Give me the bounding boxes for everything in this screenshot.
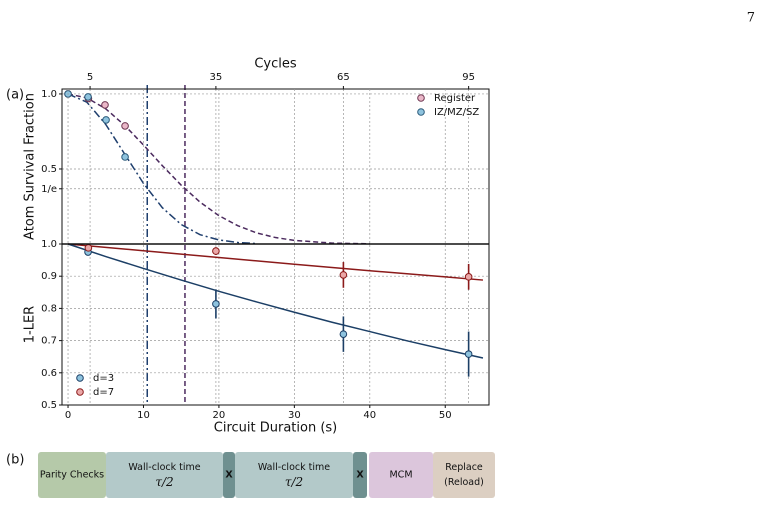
fit-line [67, 243, 484, 281]
x-axis-label: Circuit Duration (s) [214, 421, 338, 436]
timeline-block [353, 452, 367, 498]
timeline-label: Replace [445, 462, 483, 473]
data-point [102, 116, 110, 124]
timeline-label: Wall-clock time [128, 462, 200, 473]
legend-marker [417, 94, 425, 102]
timeline-block [433, 452, 495, 498]
y-axis-label: 1-LER [23, 306, 38, 343]
x-tick-label: 50 [439, 410, 452, 421]
data-point [212, 247, 220, 255]
y-tick-label: 0.5 [41, 164, 57, 175]
y-tick-label: 0.5 [41, 400, 57, 411]
timeline-block [369, 452, 433, 498]
data-point [339, 330, 348, 338]
page-number: 7 [747, 11, 755, 26]
timeline-block [235, 452, 353, 498]
x2-tick-label: 65 [337, 72, 350, 83]
y-tick-label: 0.9 [41, 271, 57, 282]
data-point [121, 122, 129, 130]
data-point [464, 273, 473, 281]
y-tick-label: 0.8 [41, 303, 57, 314]
timeline-label: (Reload) [444, 477, 484, 488]
timeline-label: τ/2 [155, 475, 173, 489]
legend-label: d=3 [93, 373, 114, 384]
timeline-label: X [356, 470, 364, 481]
y-tick-label: 1/e [41, 184, 57, 195]
timeline-label: Parity Checks [40, 470, 104, 481]
legend-marker [76, 388, 84, 396]
legend-label: Register [434, 93, 476, 104]
x2-tick-label: 5 [87, 72, 93, 83]
timeline-block [106, 452, 223, 498]
data-point [101, 101, 109, 109]
timeline-label: Wall-clock time [258, 462, 330, 473]
data-point [84, 93, 92, 101]
legend-label: IZ/MZ/SZ [434, 107, 479, 118]
data-point [121, 153, 129, 161]
y-tick-label: 0.6 [41, 368, 57, 379]
x-tick-label: 30 [288, 410, 301, 421]
panel-label: (b) [6, 453, 24, 468]
x2-tick-label: 95 [462, 72, 475, 83]
data-point [212, 300, 220, 308]
timeline-label: τ/2 [285, 475, 303, 489]
legend-marker [417, 108, 425, 116]
x2-tick-label: 35 [210, 72, 223, 83]
x-tick-label: 20 [213, 410, 226, 421]
fit-line [67, 93, 257, 245]
plot-frame [61, 243, 490, 406]
legend-marker [76, 374, 84, 382]
timeline-block [38, 452, 106, 498]
y-axis-label: Atom Survival Fraction [23, 93, 38, 240]
x-tick-label: 10 [137, 410, 150, 421]
fit-line [67, 93, 370, 245]
x-tick-label: 40 [363, 410, 376, 421]
timeline-label: X [225, 470, 233, 481]
y-tick-label: 1.0 [41, 89, 57, 100]
timeline-block [223, 452, 235, 498]
panel-label: (a) [6, 88, 24, 103]
x2-axis-label: Cycles [254, 57, 297, 72]
plot-frame [61, 88, 490, 245]
data-point [84, 244, 93, 252]
legend-label: d=7 [93, 387, 114, 398]
y-tick-label: 0.7 [41, 336, 57, 347]
data-point [464, 350, 473, 358]
fit-line [67, 243, 484, 359]
data-point [339, 271, 348, 279]
y-tick-label: 1.0 [41, 239, 57, 250]
timeline-label: MCM [389, 470, 412, 481]
x-tick-label: 0 [65, 410, 71, 421]
